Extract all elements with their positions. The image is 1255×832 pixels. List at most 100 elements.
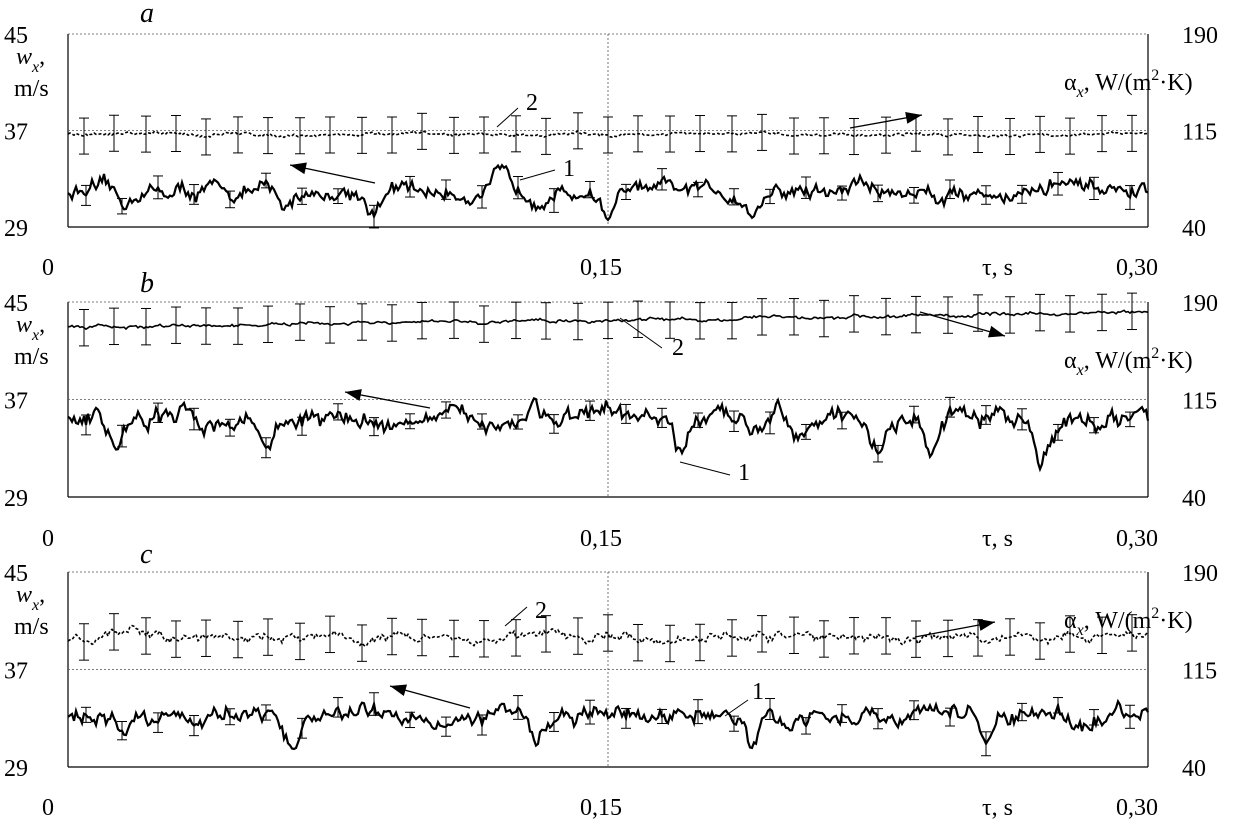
x-tick-label: 0,15 bbox=[580, 795, 622, 821]
error-bar bbox=[789, 117, 799, 155]
y-right-label-comma: , bbox=[1084, 70, 1096, 96]
series-line-1 bbox=[67, 163, 1149, 222]
error-bar bbox=[727, 115, 737, 153]
error-bar bbox=[1097, 616, 1107, 655]
error-bar bbox=[665, 115, 675, 153]
error-bar bbox=[909, 405, 919, 424]
y-left-tick-label: 29 bbox=[4, 756, 28, 782]
error-bar bbox=[881, 297, 891, 336]
error-bar bbox=[665, 301, 675, 339]
error-bar bbox=[477, 185, 487, 209]
error-bar bbox=[549, 188, 559, 213]
arrow-head bbox=[345, 389, 362, 401]
error-bar bbox=[1125, 185, 1135, 210]
error-bar bbox=[873, 708, 883, 730]
error-bar bbox=[189, 407, 199, 431]
error-bar bbox=[789, 616, 799, 654]
error-bar bbox=[333, 188, 343, 204]
error-bar bbox=[757, 113, 767, 151]
y-right-tick-label: 40 bbox=[1182, 486, 1206, 512]
error-bar bbox=[369, 204, 379, 229]
error-bar bbox=[909, 700, 919, 721]
error-bar bbox=[541, 117, 551, 155]
error-bar bbox=[1005, 618, 1015, 656]
x-tick-label: 0,30 bbox=[1116, 795, 1158, 821]
y-left-axis-unit: m/s bbox=[14, 614, 49, 640]
error-bar bbox=[801, 423, 811, 440]
y-right-axis-label: αx, W/(m2·K) bbox=[1064, 67, 1193, 101]
error-bar bbox=[369, 692, 379, 716]
error-bar bbox=[573, 617, 583, 655]
error-bar bbox=[263, 117, 273, 155]
x-tick-label: 0 bbox=[42, 795, 54, 821]
error-bar bbox=[945, 179, 955, 200]
error-bar bbox=[621, 403, 631, 424]
error-bar bbox=[603, 116, 613, 154]
error-bar bbox=[1053, 423, 1063, 441]
y-right-label-tail: ·K) bbox=[1159, 608, 1192, 634]
curve-label-1: 1 bbox=[563, 156, 575, 182]
error-bar bbox=[233, 116, 243, 154]
y-right-label-unit: W/(m bbox=[1095, 348, 1151, 374]
error-bar bbox=[295, 117, 305, 155]
error-bar bbox=[973, 115, 983, 154]
error-bar bbox=[1065, 117, 1075, 155]
y-left-tick-label: 45 bbox=[4, 291, 28, 317]
error-bar bbox=[357, 303, 367, 341]
error-bar bbox=[1089, 417, 1099, 434]
error-bar bbox=[1017, 702, 1027, 722]
x-tick-label: 0,30 bbox=[1116, 255, 1158, 281]
error-bar bbox=[79, 117, 89, 155]
error-bar bbox=[1035, 293, 1045, 332]
error-bar bbox=[153, 712, 163, 733]
error-bar bbox=[757, 298, 767, 336]
y-right-label-symbol: α bbox=[1064, 70, 1077, 96]
panel-letter: a bbox=[140, 0, 154, 29]
x-tick-label: 0 bbox=[42, 255, 54, 281]
error-bar bbox=[477, 413, 487, 430]
error-bar bbox=[297, 187, 307, 205]
error-bar bbox=[81, 706, 91, 723]
curve-label-2: 2 bbox=[672, 335, 684, 361]
y-right-tick-label: 115 bbox=[1182, 120, 1217, 146]
error-bar bbox=[109, 114, 119, 152]
curve-label-2: 2 bbox=[535, 598, 547, 624]
panel-letter: b bbox=[140, 268, 154, 299]
error-bar bbox=[873, 184, 883, 203]
error-bar bbox=[405, 711, 415, 729]
error-bar bbox=[117, 197, 127, 215]
error-bar bbox=[189, 184, 199, 205]
y-right-label-subscript: x bbox=[1076, 84, 1084, 101]
error-bar bbox=[297, 717, 307, 739]
y-right-axis-label: αx, W/(m2·K) bbox=[1064, 605, 1193, 639]
error-bar bbox=[729, 715, 739, 732]
error-bar bbox=[1125, 411, 1135, 428]
error-bar bbox=[549, 712, 559, 732]
error-bar bbox=[333, 403, 343, 421]
error-bar bbox=[477, 714, 487, 736]
error-bar bbox=[81, 414, 91, 436]
y-right-label-unit: W/(m bbox=[1095, 608, 1151, 634]
error-bar bbox=[621, 707, 631, 729]
error-bar bbox=[1065, 615, 1075, 653]
y-right-label-subscript: x bbox=[1076, 622, 1084, 639]
error-bar bbox=[449, 116, 459, 154]
error-bar bbox=[801, 176, 811, 199]
error-bar bbox=[513, 695, 523, 720]
error-bar bbox=[695, 623, 705, 662]
y-right-label-comma: , bbox=[1084, 348, 1096, 374]
error-bar bbox=[81, 184, 91, 206]
error-bar bbox=[201, 307, 211, 345]
error-bar bbox=[479, 620, 489, 658]
error-bar bbox=[1125, 704, 1135, 729]
curve-label-1: 1 bbox=[752, 679, 764, 705]
error-bar bbox=[511, 301, 521, 340]
y-right-label-comma: , bbox=[1084, 608, 1096, 634]
error-bar bbox=[201, 118, 211, 156]
error-bar bbox=[1035, 115, 1045, 153]
error-bar bbox=[441, 401, 451, 419]
error-bar bbox=[693, 181, 703, 198]
